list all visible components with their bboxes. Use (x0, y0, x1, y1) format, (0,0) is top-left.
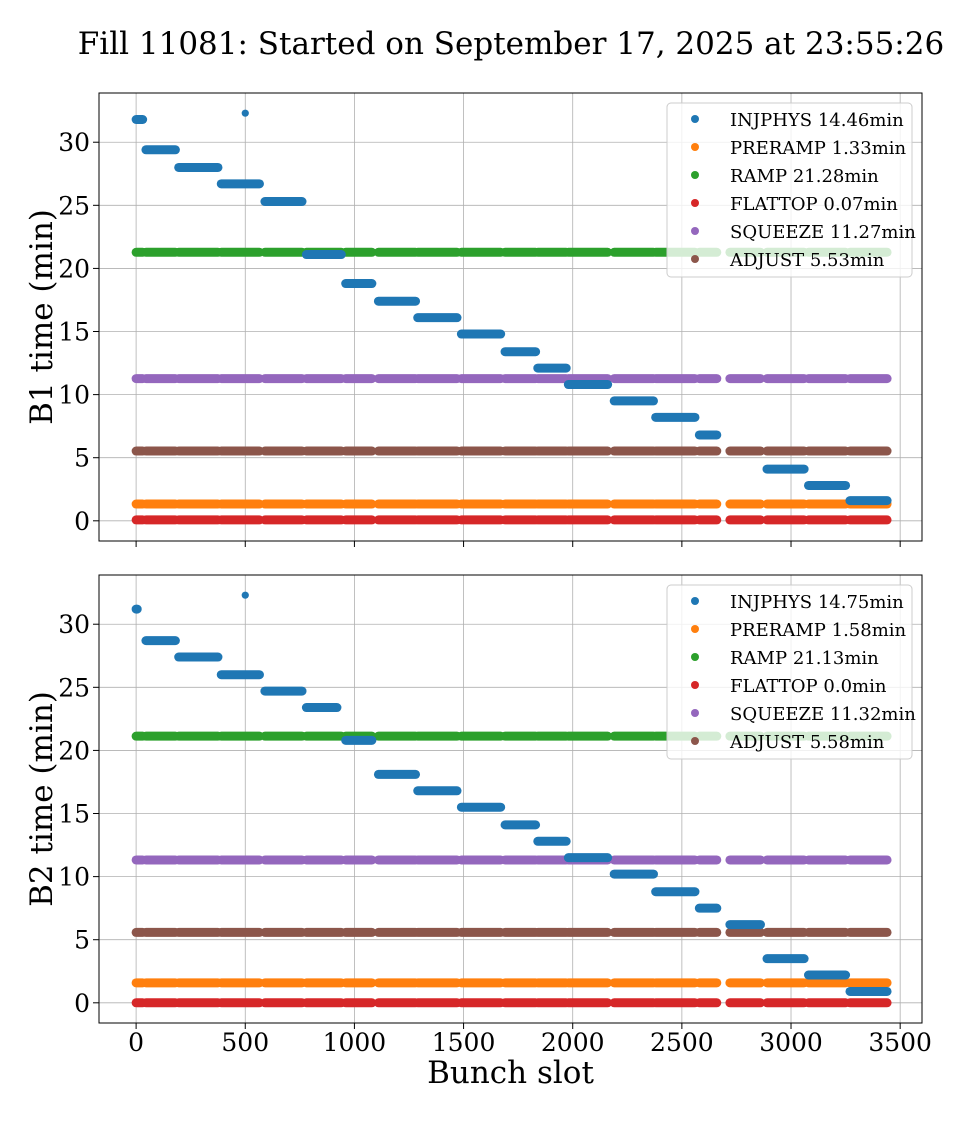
legend-marker-flattop (691, 199, 699, 207)
x-tick-label: 3000 (759, 1028, 823, 1057)
legend-entry: SQUEEZE 11.27min (691, 222, 916, 243)
y-tick-label: 5 (74, 926, 90, 955)
panel-b1: 0 5 10 15 20 25 30 B1 time (min) INJPHYS 14.46mi… (24, 92, 923, 547)
y-axis-label: B1 time (min) (24, 209, 60, 425)
y-tick-label: 15 (58, 318, 90, 347)
panel-b2: 0 5 10 15 20 25 30 0 500 1000 1500 2000 2500 3000 3500… (24, 574, 932, 1091)
legend: INJPHYS 14.75min PRERAMP 1.58min RAMP 21.1… (666, 584, 916, 760)
legend-entry: FLATTOP 0.07min (691, 194, 898, 215)
legend-entry: RAMP 21.13min (691, 648, 879, 669)
plot-frame (98, 574, 923, 1024)
legend-label: PRERAMP 1.33min (730, 138, 907, 159)
y-tick-label: 25 (58, 673, 90, 702)
legend-marker-injphys (691, 597, 699, 605)
y-tick-label: 20 (58, 254, 90, 283)
legend-marker-preramp (691, 625, 699, 633)
x-tick-label: 500 (221, 1028, 269, 1057)
legend: INJPHYS 14.46min PRERAMP 1.33min RAMP 21.2… (666, 102, 916, 278)
legend-box (666, 102, 913, 278)
legend-marker-squeeze (691, 227, 699, 235)
y-tick-label: 15 (58, 800, 90, 829)
y-tick-label: 20 (58, 736, 90, 765)
legend-marker-flattop (691, 681, 699, 689)
legend-marker-squeeze (691, 709, 699, 717)
legend-marker-adjust (691, 255, 699, 263)
legend-label: PRERAMP 1.58min (730, 620, 907, 641)
legend-label: RAMP 21.28min (730, 166, 879, 187)
legend-label: INJPHYS 14.46min (730, 110, 904, 131)
legend-label: SQUEEZE 11.27min (730, 222, 916, 243)
chart-title: Fill 11081: Started on September 17, 202… (78, 26, 944, 62)
x-tick-label: 0 (128, 1028, 144, 1057)
legend-label: ADJUST 5.53min (729, 250, 885, 271)
legend-entry: PRERAMP 1.33min (691, 138, 907, 159)
y-tick-label: 5 (74, 444, 90, 473)
x-tick-label: 2000 (541, 1028, 605, 1057)
x-tick-label: 1000 (323, 1028, 387, 1057)
legend-label: RAMP 21.13min (730, 648, 879, 669)
y-tick-label: 10 (58, 381, 90, 410)
injphys-point (241, 591, 249, 599)
legend-marker-adjust (691, 737, 699, 745)
x-axis-label: Bunch slot (427, 1055, 594, 1091)
legend-label: FLATTOP 0.0min (730, 676, 887, 697)
legend-entry: PRERAMP 1.58min (691, 620, 907, 641)
legend-entry: INJPHYS 14.46min (691, 110, 904, 131)
legend-entry: FLATTOP 0.0min (691, 676, 887, 697)
series-injphys (131, 591, 892, 996)
y-tick-label: 10 (58, 863, 90, 892)
y-tick-label: 30 (58, 128, 90, 157)
legend-entry: ADJUST 5.58min (691, 732, 885, 753)
legend-label: FLATTOP 0.07min (730, 194, 898, 215)
legend-label: ADJUST 5.58min (729, 732, 885, 753)
y-tick-label: 0 (74, 507, 90, 536)
legend-label: SQUEEZE 11.32min (730, 704, 916, 725)
legend-entry: RAMP 21.28min (691, 166, 879, 187)
legend-box (666, 584, 913, 760)
y-tick-label: 30 (58, 610, 90, 639)
legend-entry: ADJUST 5.53min (691, 250, 885, 271)
x-tick-label: 3500 (868, 1028, 932, 1057)
y-tick-label: 25 (58, 191, 90, 220)
y-axis-label: B2 time (min) (24, 691, 60, 907)
legend-entry: INJPHYS 14.75min (691, 592, 904, 613)
injphys-point (241, 109, 249, 117)
legend-label: INJPHYS 14.75min (730, 592, 904, 613)
series-injphys (131, 109, 892, 506)
legend-marker-ramp (691, 171, 699, 179)
legend-marker-ramp (691, 653, 699, 661)
legend-entry: SQUEEZE 11.32min (691, 704, 916, 725)
legend-marker-preramp (691, 143, 699, 151)
x-tick-label: 1500 (432, 1028, 496, 1057)
legend-marker-injphys (691, 115, 699, 123)
x-tick-label: 2500 (650, 1028, 714, 1057)
plot-frame (98, 92, 923, 542)
y-tick-label: 0 (74, 989, 90, 1018)
